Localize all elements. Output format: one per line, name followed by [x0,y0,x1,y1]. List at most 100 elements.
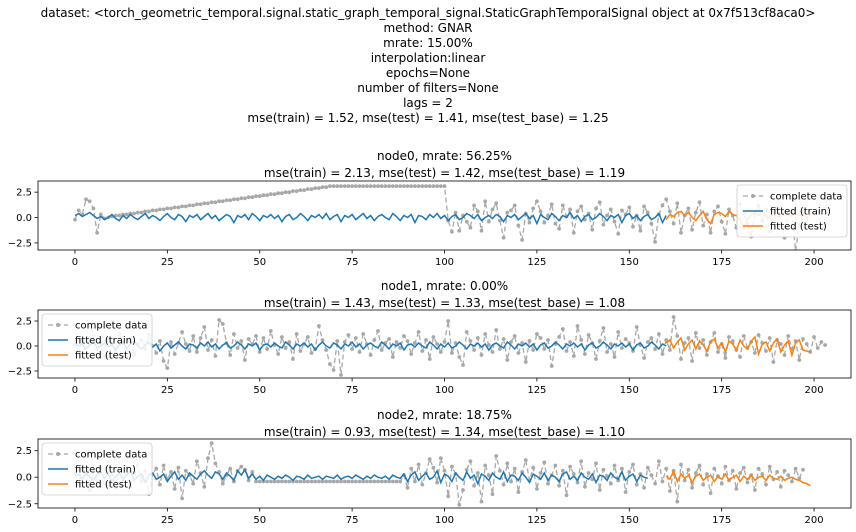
complete-data-point [509,208,513,213]
node-panel-2: node2, mrate: 18.75% mse(train) = 0.93, m… [8,408,852,526]
complete-data-point [553,463,558,468]
complete-data-point [631,224,635,229]
complete-data-point [154,208,159,213]
complete-data-point [180,204,185,209]
complete-data-point [158,207,162,212]
complete-data-point [479,499,484,504]
complete-data-point [424,184,428,189]
complete-data-point [276,479,281,484]
complete-data-line [74,443,804,505]
complete-data-point [523,458,528,463]
complete-data-point [243,358,247,362]
complete-data-point [235,197,240,202]
complete-data-point [294,332,299,336]
series-complete [73,184,805,250]
complete-data-point [357,184,362,189]
complete-data-point [716,204,720,209]
legend-marker-complete [56,323,60,327]
y-tick-label: 0.0 [16,342,32,353]
legend-label-complete: complete data [75,321,147,332]
complete-data-point [420,184,425,189]
legend-label-test: fitted (test) [770,222,827,233]
complete-data-point [786,473,791,477]
complete-data-point [147,209,151,214]
complete-data-point [191,481,196,486]
node-panel-0: node0, mrate: 56.25% mse(train) = 2.13, m… [8,149,852,268]
complete-data-point [546,338,550,342]
complete-data-point [553,221,558,226]
complete-data-point [317,186,321,191]
complete-data-point [450,464,454,469]
complete-data-point [195,459,199,464]
complete-data-point [298,349,303,353]
legend-marker-complete [751,194,755,198]
complete-data-point [586,333,591,337]
complete-data-point [272,192,277,197]
complete-data-point [590,227,595,232]
complete-data-point [283,190,288,195]
complete-data-point [365,479,369,484]
complete-data-point [139,210,144,215]
complete-data-point [605,350,609,354]
legend-label-train: fitted (train) [770,207,831,218]
complete-data-point [790,479,794,484]
complete-data-point [413,184,417,189]
complete-data-point [719,219,724,224]
complete-data-point [490,492,495,497]
complete-data-point [376,479,380,484]
complete-data-point [627,470,632,474]
complete-data-point [350,347,354,351]
complete-data-point [257,479,262,484]
complete-data-point [213,200,218,205]
complete-data-point [475,471,480,475]
complete-data-point [320,338,325,342]
legend-label-test: fitted (test) [75,480,132,491]
complete-data-point [317,479,321,484]
y-tick-label: −2.5 [8,499,32,510]
complete-data-point [815,346,820,350]
complete-data-point [383,184,388,189]
complete-data-point [475,209,480,214]
complete-data-point [645,210,650,215]
complete-data-point [206,348,210,352]
complete-data-point [435,480,439,485]
complete-data-point [161,207,166,212]
complete-data-point [505,210,510,215]
complete-data-point [597,488,602,492]
complete-data-point [305,479,310,484]
x-tick-label: 150 [620,515,639,526]
complete-data-point [608,481,613,486]
x-tick-label: 150 [620,257,639,268]
complete-data-point [213,354,218,358]
complete-data-point [150,208,155,213]
complete-data-point [394,479,399,484]
complete-data-point [353,479,358,484]
complete-data-point [697,463,702,468]
complete-data-point [435,184,439,189]
complete-data-point [420,349,425,353]
complete-data-point [634,482,639,487]
fitted-test-line [665,468,811,487]
complete-data-point [320,479,325,484]
complete-data-point [183,342,188,346]
complete-data-point [557,335,561,339]
complete-data-point [490,350,495,354]
complete-data-point [372,338,377,342]
complete-data-point [601,467,606,472]
complete-data-point [468,225,473,230]
complete-data-point [741,465,746,470]
complete-data-point [793,466,798,471]
complete-data-point [594,357,598,361]
complete-data-point [265,193,269,198]
complete-data-point [265,479,269,484]
complete-data-point [575,324,580,328]
complete-data-point [645,340,650,344]
complete-data-point [169,340,173,344]
complete-data-point [701,338,706,342]
complete-data-point [656,332,661,336]
complete-data-point [701,482,706,487]
x-tick-label: 175 [712,385,731,396]
complete-data-point [782,353,787,357]
complete-data-point [734,487,739,491]
